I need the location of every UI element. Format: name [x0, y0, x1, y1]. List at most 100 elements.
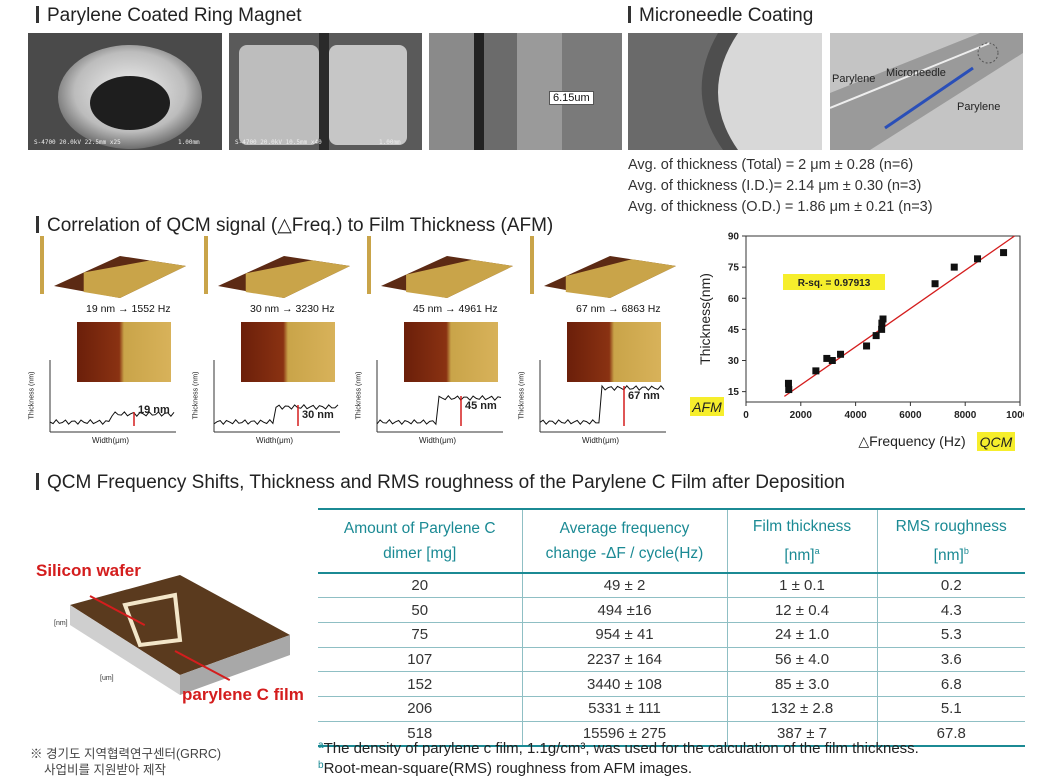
ring-cross-section-image: S-4700 20.0kV 10.5mm x40 1.00mm [229, 33, 422, 150]
x-axis-label: △Frequency (Hz) [858, 433, 965, 449]
parylene-label-left: Parylene [832, 73, 876, 85]
table-section-title: QCM Frequency Shifts, Thickness and RMS … [36, 472, 845, 494]
afm-2d-image [567, 322, 661, 382]
afm-profile-label: 30 nm [302, 409, 334, 421]
afm-3d-image [204, 236, 354, 302]
table-cell: 6.8 [876, 671, 1025, 698]
afm-caption: 30 nm → 3230 Hz [250, 303, 335, 315]
table-row: 518 15596 ± 275 387 ± 7 67.8 [318, 721, 1025, 747]
wafer-afm-image: Silicon wafer parylene C film [nm] [um] [30, 545, 320, 725]
coating-closeup-image: 6.15um [429, 33, 622, 150]
afm-profile-y-axis: Thickness (nm) [518, 371, 526, 420]
table-cell: 494 ±16 [521, 597, 727, 624]
table-cell: 5.1 [876, 696, 1025, 722]
correlation-scatter-svg: 15 30 45 60 75 90 0 2000 4000 6000 8000 10000 R-sq. … [690, 232, 1034, 451]
ring-magnet-sem-image: S-4700 20.0kV 22.5mm x25 1.00mm [28, 33, 222, 150]
afm-profile-y-axis: Thickness (nm) [28, 371, 36, 420]
y-tick-label: 90 [728, 232, 740, 243]
grrc-credit: ※ 경기도 지역협력연구센터(GRRC) 사업비를 지원받아 제작 [30, 747, 222, 777]
afm-tag-box [690, 397, 724, 416]
afm-profile-x-axis: Width(μm) [256, 436, 294, 445]
fit-line [783, 235, 1015, 397]
footnote-b: bRoot-mean-square(RMS) roughness from AF… [318, 760, 693, 777]
afm-profile-plot: Thickness (nm) Width(μm) 19 nm [28, 352, 184, 447]
correlation-title: Correlation of QCM signal (△Freq.) to Fi… [36, 214, 553, 237]
col-frequency: Average frequency change -ΔF / cycle(Hz) [521, 509, 727, 574]
data-point [878, 325, 886, 333]
parylene-film-label: parylene C film [182, 685, 304, 704]
table-cell: 12 ± 0.4 [726, 597, 877, 624]
table-cell: 5.3 [876, 622, 1025, 648]
data-point [872, 332, 880, 340]
data-point [837, 350, 845, 358]
afm-profile-label: 19 nm [138, 404, 170, 416]
afm-profile-y-axis: Thickness (nm) [192, 371, 200, 420]
afm-profile-label: 45 nm [465, 400, 497, 412]
afm-profile-x-axis: Width(μm) [582, 436, 620, 445]
table-row: 75 954 ± 41 24 ± 1.0 5.3 [318, 622, 1025, 648]
data-point [950, 263, 958, 271]
afm-2d-image [241, 322, 335, 382]
x-tick-label: 0 [743, 410, 749, 421]
measurement-label: 6.15um [549, 91, 594, 105]
table-cell: 50 [318, 597, 522, 624]
afm-profile-plot: Thickness (nm) Width(μm) 67 nm [518, 352, 674, 447]
afm-caption: 19 nm → 1552 Hz [86, 303, 171, 315]
afm-caption: 67 nm → 6863 Hz [576, 303, 661, 315]
x-tick-label: 2000 [790, 410, 813, 421]
table-cell: 954 ± 41 [521, 622, 727, 648]
table-cell: 67.8 [876, 721, 1025, 747]
x-tick-label: 10000 [1006, 410, 1024, 421]
col-roughness: RMS roughness [nm]b [876, 509, 1025, 574]
afm-3d-image [40, 236, 190, 302]
table-cell: 3440 ± 108 [521, 671, 727, 698]
table-cell: 206 [318, 696, 522, 722]
qcm-tag: QCM [980, 434, 1013, 450]
rsq-annotation: R-sq. = 0.97913 [798, 278, 871, 289]
table-row: 206 5331 ± 111 132 ± 2.8 5.1 [318, 696, 1025, 722]
correlation-chart: 15 30 45 60 75 90 0 2000 4000 6000 8000 10000 R-sq. … [690, 226, 1034, 455]
silicon-wafer-label: Silicon wafer [36, 561, 141, 580]
table-cell: 85 ± 3.0 [726, 671, 877, 698]
table-row: 152 3440 ± 108 85 ± 3.0 6.8 [318, 671, 1025, 698]
table-cell: 15596 ± 275 [521, 721, 727, 747]
microneedle-sem-image [628, 33, 822, 150]
data-point [974, 255, 982, 263]
microneedle-cross-section-image: Parylene Microneedle Parylene [830, 33, 1023, 150]
col-thickness: Film thickness [nm]a [726, 509, 877, 574]
rsq-box [783, 274, 885, 290]
qcm-table: Amount of Parylene C dimer [mg] Average … [318, 508, 1025, 747]
data-point [879, 315, 887, 323]
x-tick-label: 4000 [844, 410, 867, 421]
table-row: 50 494 ±16 12 ± 0.4 4.3 [318, 597, 1025, 624]
data-point [784, 379, 792, 387]
y-tick-label: 45 [728, 325, 740, 336]
afm-profile-y-axis: Thickness (nm) [355, 371, 363, 420]
microneedle-title: Microneedle Coating [628, 5, 813, 27]
microneedle-label: Microneedle [886, 67, 946, 79]
afm-profile-x-axis: Width(μm) [92, 436, 130, 445]
table-cell: 107 [318, 647, 522, 673]
y-tick-label: 60 [728, 294, 740, 305]
table-cell: 0.2 [876, 573, 1025, 599]
afm-caption: 45 nm → 4961 Hz [413, 303, 498, 315]
table-cell: 5331 ± 111 [521, 696, 727, 722]
table-cell: 24 ± 1.0 [726, 622, 877, 648]
x-tick-label: 8000 [954, 410, 977, 421]
afm-profile-plot: Thickness (nm) Width(μm) 45 nm [355, 352, 511, 447]
afm-3d-image [530, 236, 680, 302]
afm-2d-image [77, 322, 171, 382]
table-cell: 387 ± 7 [726, 721, 877, 747]
table-cell: 75 [318, 622, 522, 648]
afm-profile-label: 67 nm [628, 390, 660, 402]
table-cell: 56 ± 4.0 [726, 647, 877, 673]
data-point [1000, 249, 1008, 257]
plot-frame [745, 235, 1021, 403]
table-cell: 518 [318, 721, 522, 747]
table-cell: 20 [318, 573, 522, 599]
table-row: 107 2237 ± 164 56 ± 4.0 3.6 [318, 647, 1025, 673]
wafer-axis-nm: [nm] [54, 620, 68, 627]
table-cell: 2237 ± 164 [521, 647, 727, 673]
x-tick-label: 6000 [899, 410, 922, 421]
